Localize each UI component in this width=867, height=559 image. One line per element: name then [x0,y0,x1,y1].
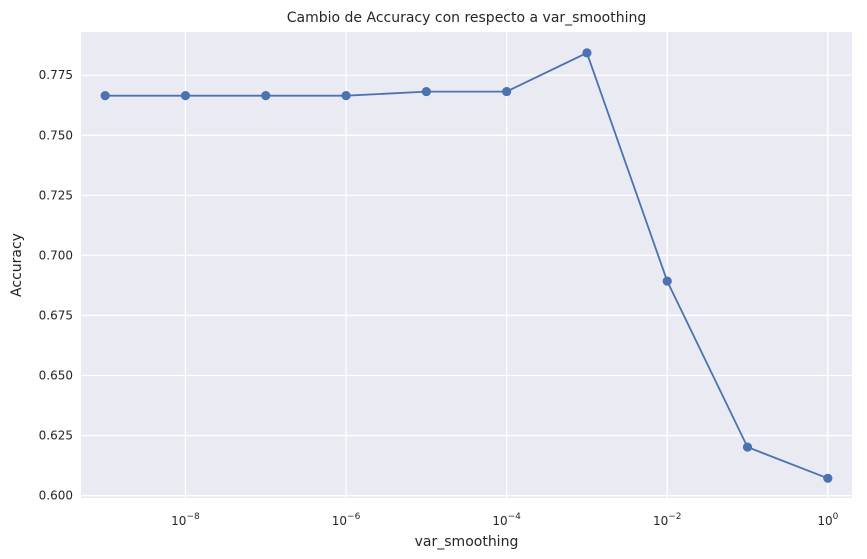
data-point [502,86,512,97]
y-tick-label: 0.725 [39,188,73,202]
x-tick-label: 10−4 [492,512,521,528]
y-tick-label: 0.675 [39,308,73,322]
chart-title: Cambio de Accuracy con respecto a var_sm… [287,10,646,26]
y-axis-label: Accuracy [9,233,25,297]
grid [81,32,852,498]
y-axis-ticks: 0.600 0.625 0.650 0.675 0.700 0.725 0.750 0.775 [39,68,73,502]
data-point [742,442,753,452]
y-tick-label: 0.600 [39,489,73,503]
data-point [823,473,833,483]
y-tick-label: 0.700 [39,248,73,262]
y-tick-label: 0.750 [39,128,73,142]
y-tick-label: 0.625 [39,429,73,443]
series-line [105,51,829,480]
data-point [261,91,271,101]
plot-area [81,32,852,498]
series-layer [100,48,833,483]
y-tick-label: 0.775 [39,68,73,82]
x-tick-label: 10−8 [171,512,200,528]
x-axis-ticks: 10−8 10−6 10−4 10−2 100 [171,512,838,528]
x-tick-label: 100 [817,512,838,528]
data-point [662,276,672,286]
data-point [100,91,110,101]
data-point [582,48,592,58]
x-tick-label: 10−6 [332,512,361,528]
x-tick-label: 10−2 [653,512,682,528]
y-tick-label: 0.650 [39,368,73,382]
data-point [341,91,351,101]
x-axis-label: var_smoothing [415,534,519,550]
data-point [421,86,431,97]
data-point [180,91,191,101]
